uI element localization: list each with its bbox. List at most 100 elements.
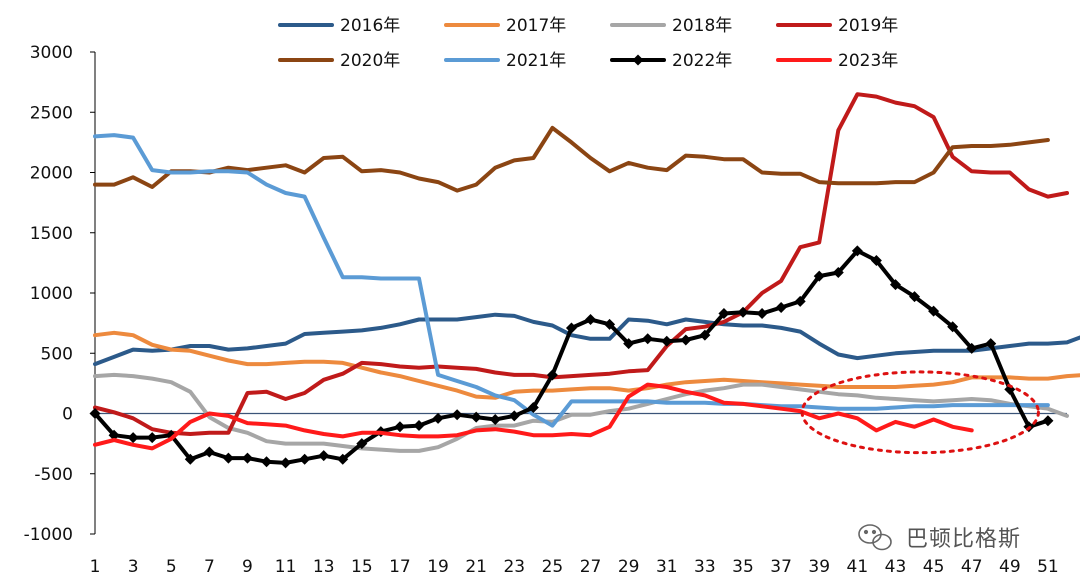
- series-2021-line: [93, 133, 1050, 428]
- x-tick-label: 49: [999, 557, 1021, 577]
- legend: 2016年 2017年 2018年 2019年 2020年 2021年 2022年 2023年: [278, 16, 898, 71]
- x-tick-label: 23: [503, 557, 525, 577]
- x-tick-label: 29: [618, 557, 640, 577]
- series-2022-point: [680, 334, 692, 346]
- legend-item: 2019年: [776, 16, 898, 36]
- watermark: 巴顿比格斯: [858, 524, 1021, 552]
- legend-label: 2021年: [506, 51, 566, 71]
- series-2017-line: [93, 330, 1080, 400]
- y-axis: -1000 -500 0 500 1000 1500 2000 2500 3000: [24, 43, 96, 545]
- legend-item: 2018年: [610, 16, 732, 36]
- legend-label: 2020年: [340, 51, 400, 71]
- x-tick-label: 35: [732, 557, 754, 577]
- series-2022-point: [966, 342, 978, 354]
- series-2022-point: [470, 411, 482, 423]
- legend-item: 2021年: [444, 51, 566, 71]
- series-2022-point: [832, 267, 844, 279]
- series-2022-point: [184, 453, 196, 465]
- series-2022-point: [623, 338, 635, 350]
- legend-label: 2019年: [838, 16, 898, 36]
- series-2022-point: [356, 438, 368, 450]
- series-lines: [89, 92, 1080, 469]
- x-tick-label: 39: [808, 557, 830, 577]
- y-tick-label: 1000: [30, 284, 73, 304]
- series-2019-line: [93, 92, 1069, 436]
- y-tick-label: 0: [62, 405, 73, 425]
- series-2022-point: [146, 432, 158, 444]
- series-2022-point: [851, 245, 863, 257]
- series-2022-point: [794, 295, 806, 307]
- legend-label: 2018年: [672, 16, 732, 36]
- series-2022-point: [909, 291, 921, 303]
- legend-label: 2016年: [340, 16, 400, 36]
- x-tick-label: 5: [166, 557, 177, 577]
- legend-item: 2023年: [776, 51, 898, 71]
- series-2022-point: [928, 305, 940, 317]
- series-2022-point: [280, 457, 292, 469]
- y-tick-label: 500: [41, 344, 73, 364]
- y-tick-label: 2000: [30, 164, 73, 184]
- legend-label: 2023年: [838, 51, 898, 71]
- series-2022-point: [642, 333, 654, 345]
- series-2020-line: [93, 125, 1050, 193]
- series-2022-point: [451, 409, 463, 421]
- highlight-ellipse: [800, 370, 1040, 455]
- y-tick-label: 1500: [30, 224, 73, 244]
- watermark-text: 巴顿比格斯: [906, 527, 1021, 552]
- series-2022-point: [108, 429, 120, 441]
- x-tick-label: 11: [275, 557, 297, 577]
- y-tick-label: 3000: [30, 43, 73, 63]
- series-2022-point: [546, 369, 558, 381]
- series-2022-point: [1042, 415, 1054, 427]
- legend-label: 2017年: [506, 16, 566, 36]
- series-2022-point: [413, 420, 425, 432]
- x-tick-label: 7: [204, 557, 215, 577]
- series-2022-point: [527, 401, 539, 413]
- y-tick-label: 2500: [30, 103, 73, 123]
- x-tick-label: 1: [90, 557, 101, 577]
- x-tick-label: 13: [313, 557, 335, 577]
- series-2022-point: [813, 270, 825, 282]
- series-2022-point: [661, 335, 673, 347]
- wechat-icon: [858, 524, 892, 551]
- series-2022-point: [985, 338, 997, 350]
- series-2022-point: [89, 408, 101, 419]
- x-tick-label: 47: [961, 557, 983, 577]
- x-axis: 1 3 5 7 9 11 13 15 17 19 21 23 25 27 29 31 33 35 37 39 41 43 4…: [90, 412, 1067, 577]
- series-2022-point: [947, 321, 959, 333]
- series-2018-line: [93, 372, 1069, 453]
- series-2022-point: [489, 414, 501, 426]
- series-2022-point: [775, 301, 787, 313]
- legend-item: 2017年: [444, 16, 566, 36]
- x-tick-label: 21: [465, 557, 487, 577]
- series-2022-point: [241, 452, 253, 464]
- series-2022-point: [699, 329, 711, 341]
- annotation: [800, 370, 1040, 455]
- legend-label: 2022年: [672, 51, 732, 71]
- series-2022-point: [318, 450, 330, 462]
- x-tick-label: 31: [656, 557, 678, 577]
- x-tick-label: 37: [770, 557, 792, 577]
- legend-item: 2016年: [278, 16, 400, 36]
- x-tick-label: 17: [389, 557, 411, 577]
- series-2022-point: [870, 254, 882, 266]
- y-tick-label: -500: [34, 465, 73, 485]
- x-tick-label: 41: [847, 557, 869, 577]
- series-2022-point: [261, 456, 273, 468]
- x-tick-label: 45: [923, 557, 945, 577]
- x-tick-label: 3: [128, 557, 139, 577]
- series-2022-point: [222, 452, 234, 464]
- series-2022-point: [718, 307, 730, 319]
- x-tick-label: 15: [351, 557, 373, 577]
- x-tick-label: 51: [1037, 557, 1059, 577]
- legend-item: 2020年: [278, 51, 400, 71]
- series-2022-point: [737, 306, 749, 318]
- x-tick-label: 9: [242, 557, 253, 577]
- series-2022-point: [604, 318, 616, 330]
- series-2022-point: [394, 421, 406, 433]
- x-tick-label: 19: [427, 557, 449, 577]
- series-2022-point: [756, 307, 768, 319]
- series-2022-point: [127, 432, 139, 444]
- series-2022-point: [432, 412, 444, 424]
